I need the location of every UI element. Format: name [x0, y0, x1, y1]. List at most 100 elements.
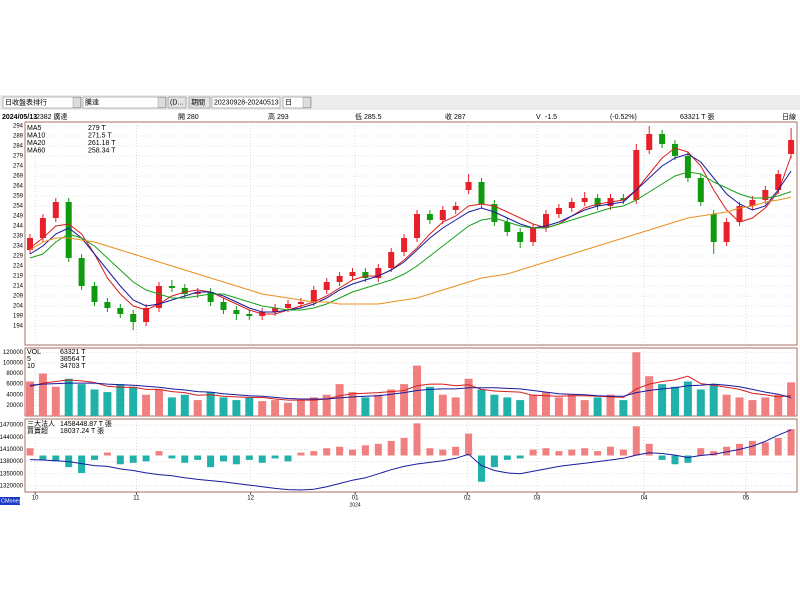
y-tick-label: 60000 — [6, 382, 23, 388]
legend-name: 買賣超 — [27, 426, 48, 435]
net-bar — [465, 433, 473, 456]
candle-body — [233, 310, 240, 314]
y-tick-label: 1440000 — [0, 435, 24, 441]
net-bar — [723, 446, 731, 456]
candle-body — [659, 134, 666, 144]
quote-label: 開 — [178, 113, 185, 121]
year-label: 2024 — [350, 502, 361, 508]
volume-bar — [180, 394, 189, 416]
option-button[interactable] — [167, 96, 187, 109]
candle-body — [272, 308, 279, 312]
frequency-select[interactable] — [282, 96, 312, 109]
volume-bar — [155, 389, 163, 416]
net-bar — [529, 449, 537, 456]
net-bar — [91, 455, 98, 460]
candle-body — [697, 178, 704, 202]
y-tick-label: 20000 — [6, 403, 23, 409]
report-select[interactable] — [2, 96, 82, 109]
volume-bar — [232, 400, 241, 416]
candle-body — [207, 292, 214, 302]
volume-bar — [696, 389, 705, 416]
dropdown-arrow[interactable] — [302, 97, 311, 108]
y-tick-label: 294 — [13, 124, 24, 130]
report-text: 日收盤表排行 — [5, 97, 47, 106]
candle-body — [39, 218, 46, 238]
legend-name: 5 — [27, 356, 31, 363]
quote-value: 280 — [187, 114, 199, 121]
candle-body — [465, 182, 472, 190]
y-tick-label: 244 — [13, 224, 24, 230]
line — [29, 375, 792, 401]
legend-name: MA10 — [27, 132, 45, 139]
net-bar — [568, 449, 576, 456]
panel-frame — [24, 347, 798, 417]
candle-body — [52, 202, 59, 218]
net-bar — [581, 448, 589, 456]
net-bar — [619, 449, 627, 456]
y-tick-label: 1470000 — [0, 423, 24, 429]
candle-body — [517, 232, 524, 242]
y-tick-label: 219 — [13, 274, 24, 280]
y-tick-label: 204 — [13, 304, 24, 310]
y-tick-label: 284 — [13, 144, 24, 150]
dropdown-arrow[interactable] — [157, 97, 166, 108]
legend-value: 34703 T — [60, 363, 86, 370]
volume-bar — [387, 389, 396, 416]
quote-value: 293 — [277, 114, 289, 121]
quote-label: V — [536, 114, 541, 121]
volume-bar — [400, 384, 409, 416]
legend-name: MA60 — [27, 147, 45, 154]
volume-bar — [787, 382, 796, 416]
candle-body — [478, 182, 485, 204]
net-bar — [671, 455, 679, 465]
volume-bar — [529, 394, 538, 416]
volume-bar — [774, 394, 783, 416]
volume-bar — [219, 397, 228, 416]
y-tick-label: 214 — [13, 284, 24, 290]
y-tick-label: 1380000 — [0, 459, 24, 465]
legend-value: 18037.24 T 張 — [60, 427, 104, 435]
volume-bar — [38, 373, 47, 416]
candle-body — [426, 214, 433, 220]
x-tick-label: 02 — [464, 496, 471, 502]
net-bar — [181, 455, 189, 463]
volume-bar — [477, 389, 486, 416]
candle-body — [672, 144, 678, 156]
candle-body — [543, 214, 549, 228]
candle-body — [723, 222, 730, 242]
net-bar — [220, 455, 227, 462]
net-bar — [761, 442, 769, 456]
net-bar — [39, 455, 47, 460]
volume-label: 63321 T 張 — [680, 113, 714, 121]
volume-bar — [580, 400, 589, 416]
volume-bar — [671, 386, 679, 416]
volume-bar — [193, 400, 202, 416]
volume-bar — [271, 400, 280, 416]
period-button[interactable] — [188, 96, 211, 109]
net-bar — [78, 455, 86, 474]
frequency-text: 日 — [285, 98, 292, 106]
x-tick-label: 11 — [133, 496, 140, 502]
x-tick-label: 10 — [32, 496, 39, 502]
volume-bar — [348, 392, 357, 416]
net-bar — [787, 429, 795, 456]
volume-bar — [761, 397, 770, 416]
stock-select[interactable] — [82, 96, 167, 109]
candle-body — [375, 268, 382, 278]
net-bar — [207, 455, 215, 468]
candle-body — [633, 150, 640, 200]
candle-body — [749, 200, 756, 206]
net-bar — [387, 440, 395, 456]
legend-name: 10 — [27, 363, 35, 370]
period-input[interactable] — [211, 96, 281, 109]
candle-body — [246, 314, 253, 316]
candle-body — [349, 272, 356, 276]
dropdown-arrow[interactable] — [72, 97, 81, 108]
volume-bar — [658, 384, 667, 416]
volume-bar — [361, 397, 370, 416]
line — [29, 147, 792, 315]
volume-bar — [645, 376, 654, 416]
candle-body — [310, 290, 317, 302]
volume-bar — [709, 384, 718, 416]
change-pct: (-0.52%) — [610, 114, 637, 121]
